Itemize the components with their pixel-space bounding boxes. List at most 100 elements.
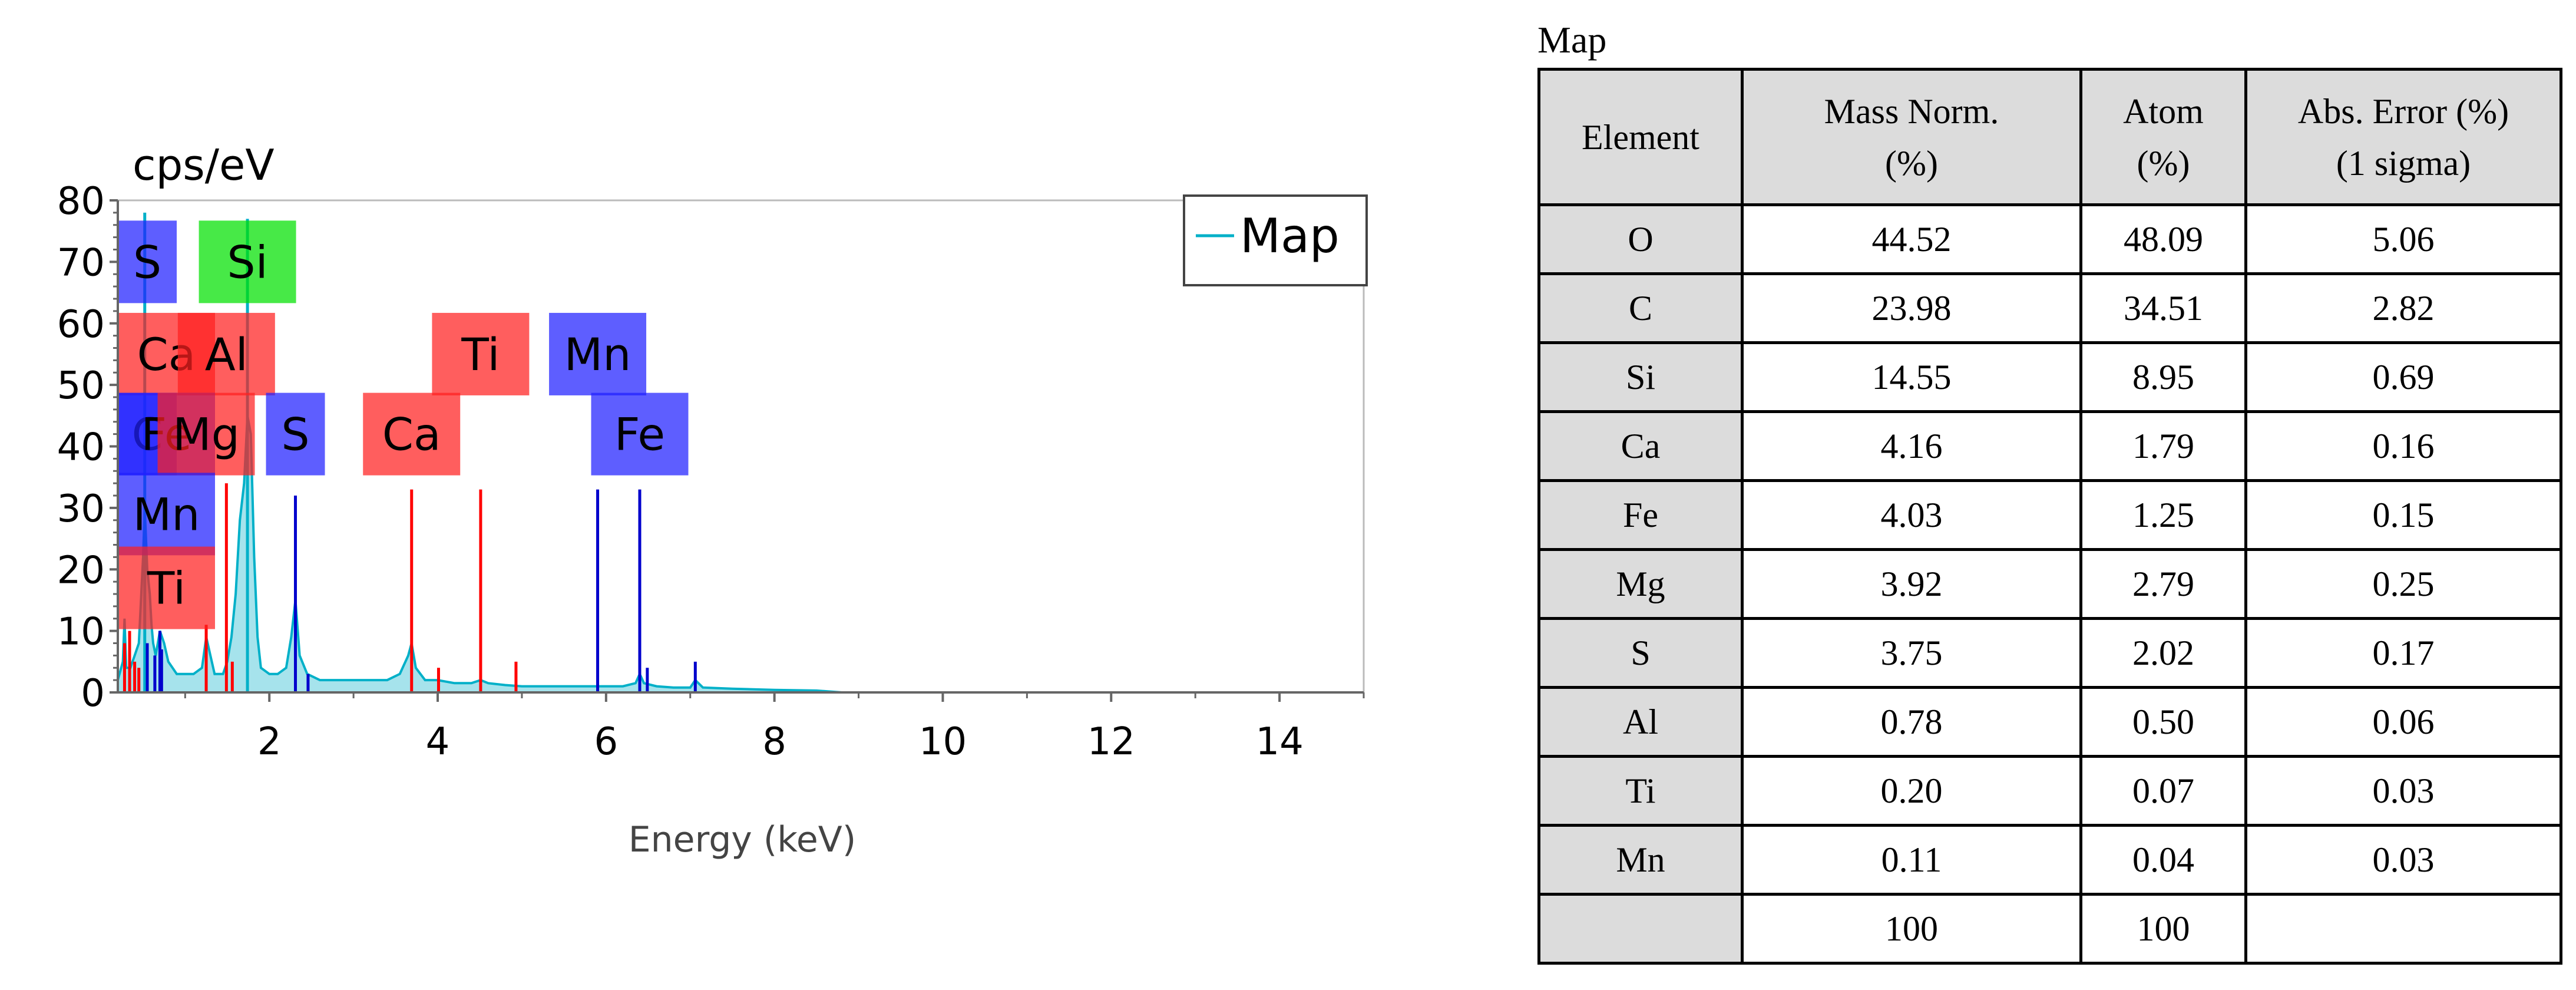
composition-table: Element Mass Norm. (%) Atom (%) Abs. Err… [1537, 68, 2562, 965]
cell-atom: 8.95 [2079, 341, 2247, 413]
cell-element: Mg [1537, 548, 1744, 620]
cell-atom: 0.07 [2079, 755, 2247, 827]
cell-total-atom: 100 [2079, 893, 2247, 965]
cell-error: 0.15 [2244, 479, 2562, 551]
composition-table-section: Map Element Mass Norm. (%) Atom (%) Abs.… [1537, 12, 2562, 965]
element-labels-layer: SSiCaAlTiMnCFeMgSCaFeMnTi [118, 220, 689, 629]
table-total-row: 100 100 [1537, 893, 2562, 965]
element-label-3: Al [205, 328, 248, 381]
cell-mass: 4.16 [1741, 410, 2082, 482]
cell-atom: 34.51 [2079, 272, 2247, 344]
element-label-5: Mn [564, 328, 631, 381]
cell-atom: 1.79 [2079, 410, 2247, 482]
cell-element: Si [1537, 341, 1744, 413]
header-element: Element [1537, 68, 1744, 206]
element-label-10: Ca [382, 408, 441, 461]
legend-label-map: Map [1240, 209, 1340, 263]
table-row: Ca 4.16 1.79 0.16 [1537, 410, 2562, 482]
x-tick-label-2: 6 [594, 720, 618, 764]
cell-mass: 14.55 [1741, 341, 2082, 413]
table-caption: Map [1537, 19, 1607, 61]
cell-total-element [1537, 893, 1744, 965]
y-tick-label-7: 70 [57, 241, 105, 285]
y-tick-label-4: 40 [57, 426, 105, 470]
element-label-box-3 [177, 312, 275, 395]
header-mass-norm: Mass Norm. (%) [1741, 68, 2082, 206]
table-row: Al 0.78 0.50 0.06 [1537, 686, 2562, 758]
cell-error: 0.06 [2244, 686, 2562, 758]
cell-total-mass: 100 [1741, 893, 2082, 965]
y-tick-label-1: 10 [57, 610, 105, 654]
y-tick-label-5: 50 [57, 364, 105, 408]
cell-element: S [1537, 617, 1744, 689]
cell-error: 0.03 [2244, 755, 2562, 827]
header-err-line1: Abs. Error (%) [2297, 91, 2509, 131]
y-tick-label-2: 20 [57, 549, 105, 592]
cell-atom: 0.04 [2079, 824, 2247, 896]
cell-atom: 0.50 [2079, 686, 2247, 758]
y-tick-label-8: 80 [57, 180, 105, 223]
element-label-4: Ti [461, 328, 500, 381]
x-tick-label-0: 2 [257, 720, 282, 764]
table-row: C 23.98 34.51 2.82 [1537, 272, 2562, 344]
legend-box [1183, 194, 1368, 286]
cell-atom: 48.09 [2079, 203, 2247, 275]
table-row: Si 14.55 8.95 0.69 [1537, 341, 2562, 413]
series-layer [117, 415, 842, 694]
cell-mass: 0.11 [1741, 824, 2082, 896]
cell-mass: 23.98 [1741, 272, 2082, 344]
cell-element: Mn [1537, 824, 1744, 896]
cell-error: 2.82 [2244, 272, 2562, 344]
plot-area [117, 199, 1365, 694]
header-err-line2: (1 sigma) [2336, 143, 2471, 183]
header-atom: Atom (%) [2079, 68, 2247, 206]
cell-total-error [2244, 893, 2562, 965]
y-axis-title: cps/eV [133, 140, 275, 190]
element-label-box-0 [118, 220, 177, 303]
y-tick-label-0: 0 [81, 672, 105, 715]
element-label-11: Fe [614, 408, 665, 461]
header-mass-line2: (%) [1885, 143, 1938, 183]
table-row: Ti 0.20 0.07 0.03 [1537, 755, 2562, 827]
cell-error: 0.69 [2244, 341, 2562, 413]
element-label-1: Si [227, 236, 267, 288]
element-label-box-9 [266, 392, 325, 476]
table-row: Mn 0.11 0.04 0.03 [1537, 824, 2562, 896]
cell-element: Al [1537, 686, 1744, 758]
element-label-box-12 [118, 473, 215, 556]
cell-element: Ti [1537, 755, 1744, 827]
cell-error: 0.16 [2244, 410, 2562, 482]
table-row: Fe 4.03 1.25 0.15 [1537, 479, 2562, 551]
table-row: O 44.52 48.09 5.06 [1537, 203, 2562, 275]
y-tick-label-6: 60 [57, 303, 105, 346]
cell-mass: 4.03 [1741, 479, 2082, 551]
element-label-box-1 [199, 220, 296, 303]
header-mass-line1: Mass Norm. [1824, 91, 1999, 131]
element-label-box-4 [432, 312, 530, 395]
header-abs-error: Abs. Error (%) (1 sigma) [2244, 68, 2562, 206]
element-label-box-5 [549, 312, 647, 395]
cell-element: Ca [1537, 410, 1744, 482]
x-tick-label-4: 10 [919, 720, 967, 764]
element-label-box-13 [118, 546, 215, 629]
element-label-12: Mn [133, 488, 200, 540]
x-axis: 2 4 6 8 10 12 14 [118, 691, 1365, 764]
table-row: Mg 3.92 2.79 0.25 [1537, 548, 2562, 620]
cell-atom: 2.02 [2079, 617, 2247, 689]
x-tick-label-6: 14 [1255, 720, 1303, 764]
table-body: O 44.52 48.09 5.06 C 23.98 34.51 2.82 Si 14.55 8… [1537, 203, 2562, 965]
element-label-9: S [281, 408, 309, 461]
cell-element: Fe [1537, 479, 1744, 551]
cell-element: O [1537, 203, 1744, 275]
x-tick-label-5: 12 [1087, 720, 1135, 764]
eds-spectrum-chart: SSiCaAlTiMnCFeMgSCaFeMnTi 01020304050607… [57, 140, 1368, 860]
y-tick-label-3: 30 [57, 487, 105, 531]
cell-mass: 3.75 [1741, 617, 2082, 689]
element-label-0: S [133, 236, 161, 288]
cell-atom: 2.79 [2079, 548, 2247, 620]
cell-error: 5.06 [2244, 203, 2562, 275]
y-axis: 0 10 20 30 40 50 60 70 80 [57, 180, 119, 715]
x-tick-label-3: 8 [762, 720, 786, 764]
cell-element: C [1537, 272, 1744, 344]
table-row: S 3.75 2.02 0.17 [1537, 617, 2562, 689]
